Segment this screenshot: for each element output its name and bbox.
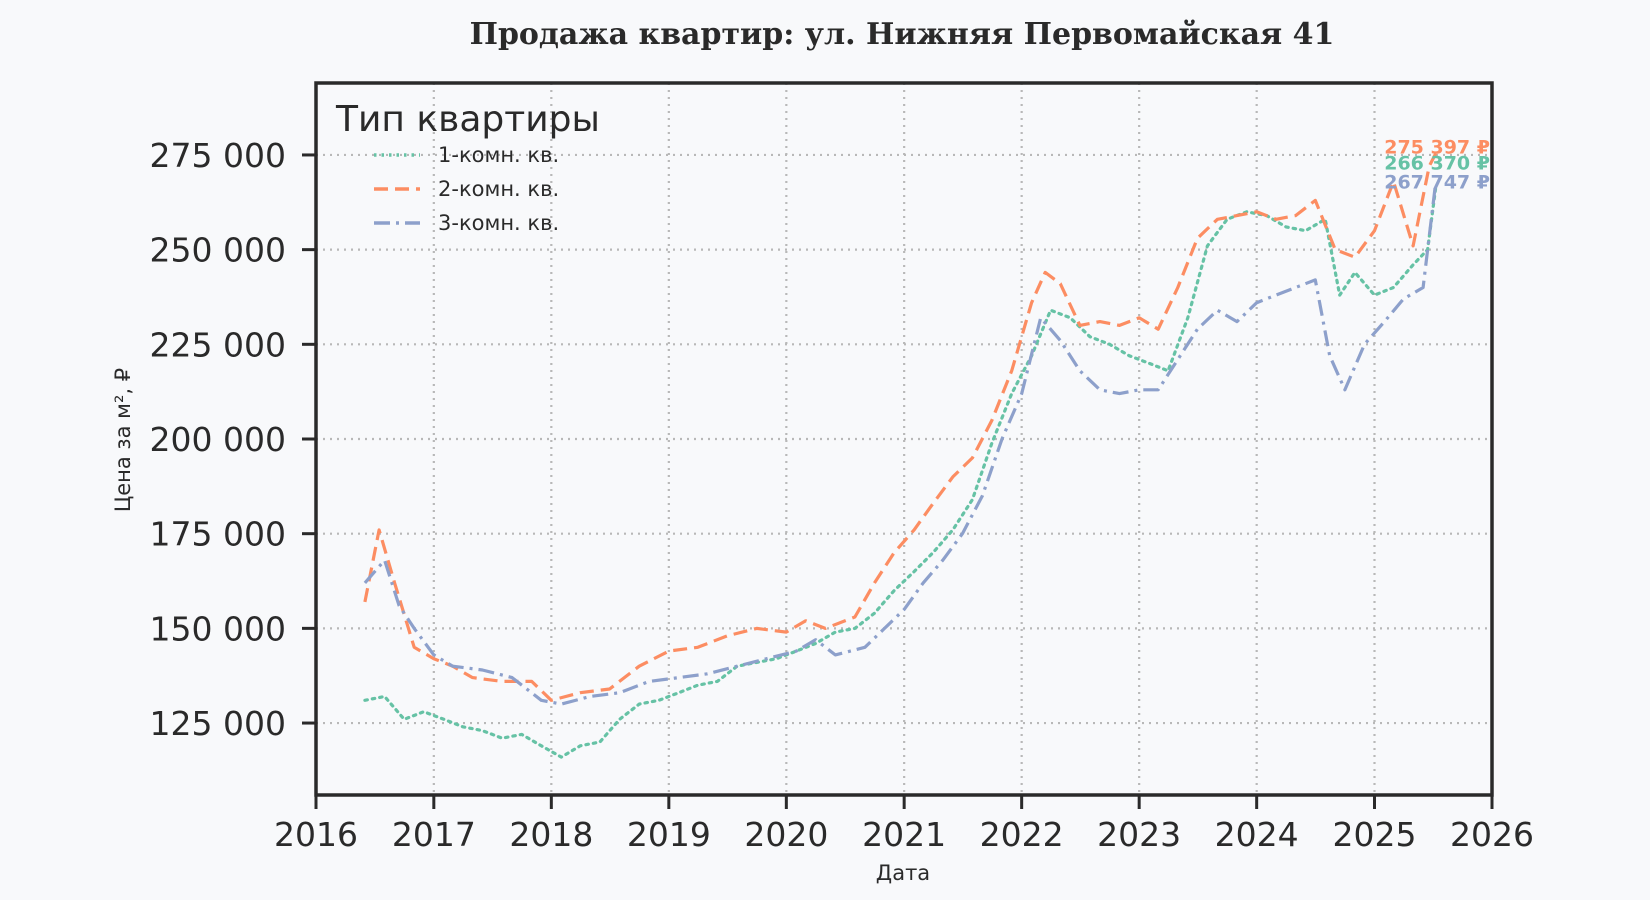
legend-label-3: 3-комн. кв. [438, 211, 559, 235]
x-tick-label: 2018 [509, 815, 593, 854]
x-axis-label: Дата [876, 861, 930, 885]
end-value-label-2: 275 397 ₽ [1384, 136, 1490, 158]
legend: Тип квартиры 1-комн. кв. 2-комн. кв. 3-ком… [335, 99, 600, 235]
y-tick-label: 175 000 [150, 515, 286, 554]
x-tick-label: 2022 [980, 815, 1064, 854]
series-line-3 [363, 182, 1438, 706]
y-axis-label: Цена за м², ₽ [111, 368, 135, 512]
y-tick-label: 200 000 [150, 420, 286, 459]
x-tick-label: 2023 [1097, 815, 1181, 854]
x-tick-label: 2026 [1450, 815, 1534, 854]
legend-title: Тип квартиры [335, 99, 600, 140]
x-tick-label: 2021 [862, 815, 946, 854]
legend-label-2: 2-комн. кв. [438, 177, 559, 201]
x-tick-label: 2025 [1333, 815, 1417, 854]
end-value-label-1: 266 370 ₽ [1384, 153, 1490, 175]
y-tick-label: 275 000 [150, 136, 286, 175]
x-axis: 2016 2017 2018 2019 2020 2021 2022 2023 2024 2025… [274, 795, 1534, 854]
end-labels: 266 370 ₽275 397 ₽ 267 747 ₽ [1384, 136, 1490, 193]
series-layer [363, 152, 1438, 759]
legend-label-1: 1-комн. кв. [438, 143, 559, 167]
chart-title: Продажа квартир: ул. Нижняя Первомайская… [470, 17, 1335, 52]
y-tick-label: 225 000 [150, 325, 286, 364]
x-tick-label: 2019 [627, 815, 711, 854]
series-line-1 [363, 186, 1438, 759]
y-tick-label: 125 000 [150, 704, 286, 743]
x-tick-label: 2024 [1215, 815, 1299, 854]
y-tick-label: 150 000 [150, 609, 286, 648]
y-tick-label: 250 000 [150, 231, 286, 270]
x-tick-label: 2016 [274, 815, 358, 854]
grid [314, 83, 1494, 795]
series-line-2 [363, 152, 1438, 702]
x-tick-label: 2020 [744, 815, 828, 854]
end-value-label-3: 267 747 ₽ [1384, 171, 1490, 193]
x-tick-label: 2017 [392, 815, 476, 854]
y-axis: 125 000 150 000 175 000 200 000 225 000 250 0… [150, 136, 316, 743]
